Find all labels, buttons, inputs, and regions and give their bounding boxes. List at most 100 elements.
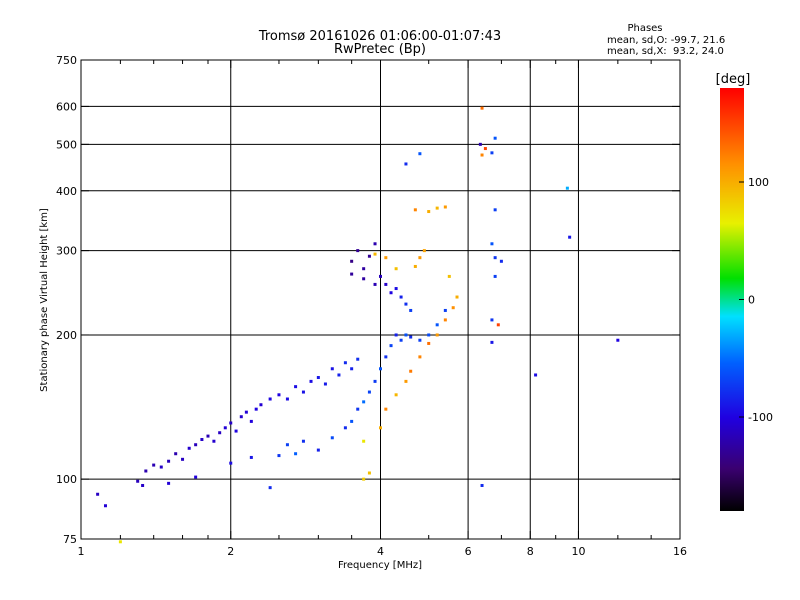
- data-point: [373, 379, 377, 383]
- data-point: [499, 259, 503, 263]
- data-point: [409, 308, 413, 312]
- data-point: [493, 208, 497, 212]
- data-point: [455, 295, 459, 299]
- data-point: [447, 274, 451, 278]
- x-tick-label: 10: [571, 545, 585, 558]
- data-point: [218, 431, 222, 435]
- chart-subtitle: RwPretec (Bp): [334, 42, 426, 57]
- data-point: [568, 235, 572, 239]
- data-point: [404, 302, 408, 306]
- data-point: [394, 393, 398, 397]
- data-point: [167, 459, 171, 463]
- data-point: [301, 390, 305, 394]
- data-point: [223, 426, 227, 430]
- data-point: [384, 407, 388, 411]
- data-point: [367, 254, 371, 258]
- data-point: [427, 210, 431, 214]
- data-point: [534, 373, 538, 377]
- data-point: [316, 376, 320, 380]
- data-point: [435, 323, 439, 327]
- data-point: [244, 410, 248, 414]
- data-point: [343, 361, 347, 365]
- x-tick-label: 16: [673, 545, 687, 558]
- data-point: [187, 446, 191, 450]
- data-point: [418, 338, 422, 342]
- data-point: [379, 426, 382, 430]
- data-point: [259, 403, 263, 407]
- data-point: [435, 206, 439, 210]
- data-point: [384, 355, 388, 359]
- data-point: [384, 256, 388, 260]
- data-point: [152, 463, 156, 467]
- data-point: [301, 439, 305, 443]
- data-point: [294, 385, 298, 389]
- data-point: [422, 249, 426, 253]
- y-tick-label: 200: [56, 329, 77, 342]
- y-tick-label: 75: [63, 533, 77, 546]
- data-point: [212, 439, 216, 443]
- data-point: [480, 483, 484, 487]
- legend-line-o: mean, sd,O: -99.7, 21.6: [607, 35, 725, 46]
- data-point: [394, 267, 398, 271]
- data-point: [413, 264, 417, 268]
- data-point: [493, 274, 497, 278]
- data-point: [200, 438, 204, 442]
- data-point: [141, 483, 145, 487]
- data-point: [103, 504, 107, 508]
- data-point: [159, 465, 163, 469]
- legend-title: Phases: [627, 23, 662, 34]
- data-point: [404, 333, 408, 337]
- data-point: [229, 461, 233, 465]
- data-point: [254, 407, 258, 411]
- data-point: [337, 373, 341, 377]
- x-tick-label: 2: [227, 545, 234, 558]
- data-point: [480, 153, 484, 157]
- data-point: [404, 379, 408, 383]
- data-point: [136, 479, 140, 483]
- y-tick-label: 500: [56, 138, 77, 151]
- data-point: [330, 367, 334, 371]
- data-point: [399, 295, 403, 299]
- data-point: [389, 344, 393, 348]
- data-point: [206, 434, 210, 438]
- data-point: [249, 455, 253, 459]
- data-point: [418, 355, 422, 359]
- data-point: [234, 429, 238, 433]
- chart-title: Tromsø 20161026 01:06:00-01:07:43: [258, 29, 501, 44]
- x-axis: 1 2 4 6 8 10 16: [78, 60, 687, 558]
- colorbar-ticks: 100 0 -100: [739, 176, 773, 424]
- data-point: [483, 147, 487, 151]
- data-point: [277, 393, 281, 397]
- y-tick-label: 600: [56, 100, 77, 113]
- data-point: [144, 469, 148, 473]
- data-point: [194, 475, 198, 479]
- data-point: [418, 256, 422, 260]
- y-axis-label: Stationary phase Virtual Height [km]: [39, 208, 50, 392]
- data-point: [399, 338, 403, 342]
- data-point: [229, 421, 233, 425]
- data-point: [384, 282, 388, 286]
- grid-lines: [81, 60, 680, 539]
- data-point: [285, 443, 289, 447]
- data-point: [194, 443, 198, 447]
- y-tick-label: 100: [56, 473, 77, 486]
- data-point: [373, 252, 377, 256]
- data-point: [490, 151, 494, 155]
- data-point: [294, 452, 298, 456]
- data-point: [373, 242, 377, 246]
- data-point: [443, 205, 447, 209]
- y-tick-label: 300: [56, 245, 77, 258]
- x-tick-label: 8: [527, 545, 534, 558]
- data-point: [181, 457, 185, 461]
- y-axis: 75 100 200 300 400 500 600 750: [56, 54, 680, 546]
- data-point: [379, 367, 382, 371]
- data-point: [616, 338, 620, 342]
- y-tick-label: 750: [56, 54, 77, 67]
- data-point: [367, 390, 371, 394]
- data-point: [413, 208, 417, 212]
- data-point: [268, 397, 272, 401]
- data-point: [249, 419, 253, 423]
- data-point: [362, 267, 366, 271]
- data-point: [427, 341, 431, 345]
- data-point: [362, 439, 366, 443]
